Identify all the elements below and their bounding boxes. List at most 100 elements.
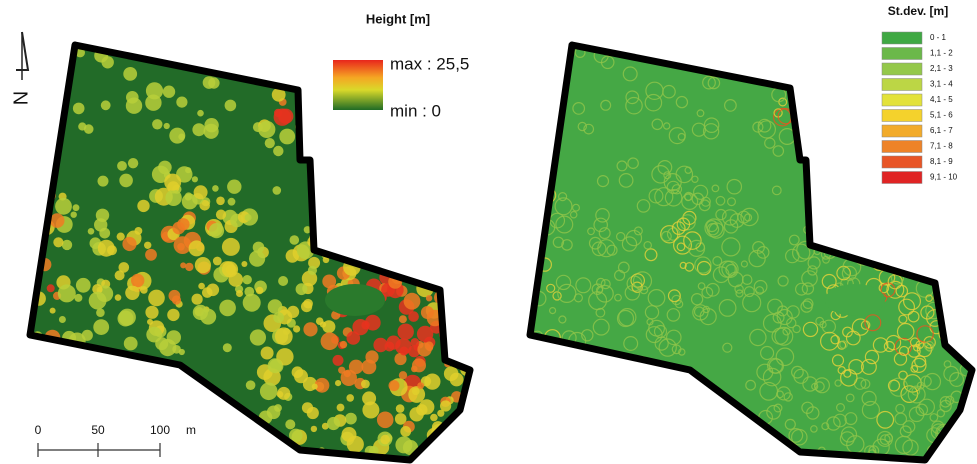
canopy-blob [412,358,426,372]
canopy-blob [365,315,381,331]
canopy-blob [872,135,881,144]
canopy-blob [553,414,568,429]
legend-label: 9,1 - 10 [930,173,958,182]
legend-swatch [882,32,922,44]
canopy-blob [438,254,445,261]
canopy-blob [380,435,390,445]
canopy-blob [813,201,824,212]
canopy-blob [801,60,813,72]
canopy-blob [537,357,551,371]
canopy-blob [273,312,284,323]
canopy-blob [893,252,909,268]
canopy-blob [365,249,381,265]
canopy-blob [408,386,425,403]
canopy-blob [30,348,41,359]
canopy-blob [164,123,170,129]
canopy-blob [99,228,110,239]
canopy-blob [27,251,36,260]
canopy-blob [341,370,357,386]
canopy-blob [661,397,670,406]
canopy-blob [746,50,757,61]
canopy-blob [192,294,203,305]
canopy-blob [900,215,909,224]
canopy-blob [315,204,332,221]
canopy-blob [223,343,232,352]
canopy-blob [562,367,579,384]
canopy-blob [149,383,161,395]
canopy-blob [34,150,48,164]
canopy-blob [560,446,573,459]
canopy-blob [341,193,357,209]
canopy-blob [135,227,143,235]
canopy-blob [566,398,578,410]
legend-label: 7,1 - 8 [930,142,953,151]
canopy-blob [556,427,569,440]
canopy-blob [455,218,462,225]
canopy-blob [44,400,61,417]
canopy-blob [943,224,956,237]
canopy-blob [301,60,313,72]
canopy-blob [955,218,962,225]
canopy-blob [609,435,618,444]
canopy-blob [82,330,93,341]
canopy-blob [452,289,460,297]
canopy-blob [534,390,548,404]
canopy-blob [372,114,390,132]
canopy-blob [60,446,73,459]
canopy-blob [225,100,237,112]
canopy-blob [250,329,266,345]
north-arrow: N [10,32,32,105]
canopy-blob [391,178,408,195]
canopy-blob [544,400,561,417]
canopy-blob [949,234,965,250]
canopy-blob [342,204,354,216]
canopy-blob [193,305,208,320]
canopy-blob [957,339,965,347]
canopy-blob [56,427,69,440]
canopy-blob [204,124,219,139]
canopy-blob [902,247,918,263]
canopy-blob [322,219,338,235]
canopy-blob [459,417,470,428]
canopy-blob [96,209,109,222]
canopy-blob [178,134,185,141]
canopy-blob [70,388,76,394]
canopy-blob [464,436,471,443]
canopy-blob [42,434,58,450]
canopy-blob [192,123,205,136]
canopy-blob [303,299,313,309]
canopy-blob [197,448,206,457]
canopy-blob [447,261,465,279]
canopy-blob [279,129,295,145]
canopy-blob [311,426,317,432]
canopy-blob [302,402,313,413]
scale-bar: 0 50 100 m [35,423,196,457]
canopy-blob [403,185,409,191]
canopy-blob [293,325,300,332]
canopy-blob [319,145,332,158]
canopy-blob [333,355,344,366]
canopy-blob [527,352,544,369]
canopy-blob [446,255,453,262]
canopy-blob [883,231,892,240]
legend-label: 0 - 1 [930,33,947,42]
canopy-blob [406,207,421,222]
canopy-blob [888,192,898,202]
legend-swatch [882,172,922,184]
canopy-blob [73,103,85,115]
canopy-blob [137,412,150,425]
canopy-blob [380,230,389,239]
canopy-blob [93,319,109,335]
canopy-blob [268,358,283,373]
canopy-blob [541,408,548,415]
canopy-blob [246,50,257,61]
canopy-blob [258,121,275,138]
canopy-blob [446,253,457,264]
legend-swatch [882,125,922,137]
canopy-blob [185,192,193,200]
canopy-blob [189,240,205,256]
canopy-blob [442,448,451,457]
canopy-blob [946,253,957,264]
canopy-blob [410,127,419,136]
canopy-blob [658,449,670,461]
